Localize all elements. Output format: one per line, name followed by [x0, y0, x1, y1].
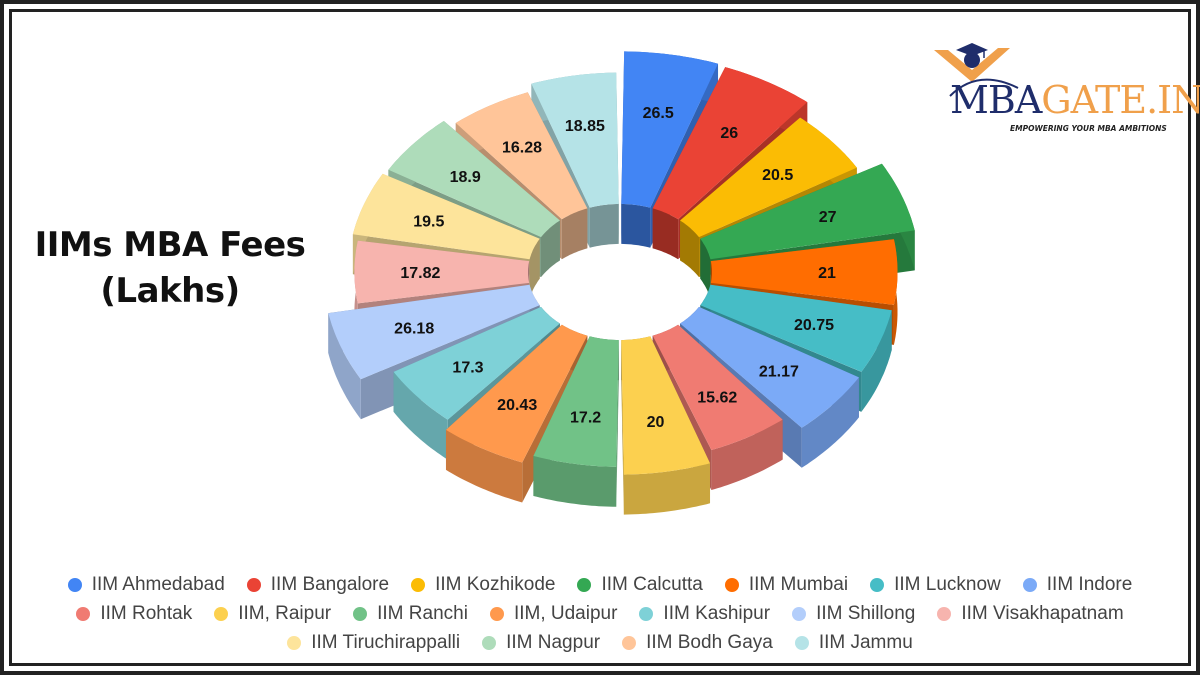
legend-color-dot-icon — [411, 577, 426, 592]
legend-label: IIM, Raipur — [238, 602, 332, 624]
legend-item[interactable]: IIM Bodh Gaya — [622, 632, 773, 654]
legend-color-dot-icon — [353, 606, 368, 621]
slice-value-label: 20 — [647, 414, 665, 431]
legend-label: IIM Bodh Gaya — [646, 631, 773, 653]
slice-value-label: 20.75 — [794, 317, 834, 334]
legend-row: IIM Rohtak IIM, Raipur IIM Ranchi IIM, Udai… — [40, 599, 1160, 628]
slice-value-label: 15.62 — [697, 390, 737, 407]
logo-mba-text: MBA — [950, 78, 1042, 122]
legend-item[interactable]: IIM Ahmedabad — [67, 573, 225, 596]
slice-value-label: 26.5 — [643, 105, 674, 122]
legend-label: IIM Ranchi — [377, 602, 468, 624]
slice-value-label: 21.17 — [759, 364, 799, 381]
donut-slice[interactable] — [533, 336, 619, 507]
legend-item[interactable]: IIM Mumbai — [724, 573, 849, 596]
graduate-cap-icon — [934, 43, 1019, 97]
legend-color-dot-icon — [67, 577, 82, 592]
chart-title-line2: (Lakhs) — [100, 271, 240, 311]
slice-value-label: 20.43 — [497, 397, 537, 414]
legend-color-dot-icon — [639, 606, 654, 621]
chart-title: IIMs MBA Fees (Lakhs) — [20, 222, 320, 314]
legend-color-dot-icon — [577, 577, 592, 592]
legend-color-dot-icon — [1022, 577, 1037, 592]
legend-color-dot-icon — [794, 635, 809, 650]
legend-color-dot-icon — [622, 635, 637, 650]
legend-color-dot-icon — [482, 635, 497, 650]
legend-item[interactable]: IIM, Raipur — [214, 603, 331, 625]
legend-label: IIM Kashipur — [663, 602, 771, 624]
legend-item[interactable]: IIM, Udaipur — [489, 602, 618, 625]
slice-value-label: 26.18 — [394, 320, 434, 337]
legend-color-dot-icon — [937, 606, 952, 621]
slice-value-label: 17.82 — [400, 265, 440, 282]
legend-item[interactable]: IIM Visakhapatnam — [937, 602, 1124, 625]
mbagate-logo: MBAGATE.IN EMPOWERING YOUR MBA AMBITIONS — [928, 38, 1200, 138]
slice-value-label: 26 — [720, 125, 738, 142]
legend-label: IIM Visakhapatnam — [961, 602, 1124, 624]
logo-wordmark: MBAGATE.IN — [950, 78, 1200, 122]
slice-value-label: 16.28 — [502, 139, 542, 156]
legend-label: IIM Lucknow — [894, 573, 1001, 595]
legend-item[interactable]: IIM Rohtak — [76, 603, 192, 625]
legend-item[interactable]: IIM Kashipur — [639, 603, 770, 625]
slice-value-label: 18.85 — [565, 118, 605, 135]
legend-item[interactable]: IIM Tiruchirappalli — [287, 632, 460, 654]
legend-label: IIM Shillong — [816, 602, 916, 624]
legend-item[interactable]: IIM Ranchi — [353, 603, 468, 625]
legend-row: IIM Ahmedabad IIM Bangalore IIM Kozhikode I… — [40, 570, 1160, 599]
slice-value-label: 21 — [818, 265, 836, 282]
legend-item[interactable]: IIM Nagpur — [482, 632, 600, 654]
legend-label: IIM Nagpur — [506, 631, 601, 653]
legend-color-dot-icon — [214, 606, 229, 621]
legend-row: IIM Tiruchirappalli IIM Nagpur IIM Bodh Ga… — [40, 628, 1160, 657]
legend-label: IIM Rohtak — [100, 602, 193, 624]
chart-legend: IIM Ahmedabad IIM Bangalore IIM Kozhikode I… — [40, 570, 1160, 657]
logo-gate-text: GATE.IN — [1041, 78, 1200, 122]
legend-label: IIM Ahmedabad — [91, 573, 225, 595]
legend-item[interactable]: IIM Indore — [1022, 573, 1133, 596]
legend-label: IIM, Udaipur — [513, 602, 618, 624]
legend-color-dot-icon — [246, 577, 261, 592]
legend-color-dot-icon — [870, 577, 885, 592]
legend-label: IIM Calcutta — [601, 573, 703, 595]
legend-color-dot-icon — [489, 606, 504, 621]
legend-label: IIM Jammu — [818, 631, 913, 653]
slice-value-label: 20.5 — [762, 167, 793, 184]
legend-item[interactable]: IIM Lucknow — [870, 574, 1001, 596]
slice-value-label: 19.5 — [413, 214, 444, 231]
slice-value-label: 27 — [819, 209, 837, 226]
legend-label: IIM Tiruchirappalli — [311, 631, 461, 653]
legend-label: IIM Kozhikode — [435, 573, 556, 595]
legend-item[interactable]: IIM Kozhikode — [411, 574, 555, 596]
legend-color-dot-icon — [724, 577, 739, 592]
slice-value-label: 18.9 — [450, 169, 481, 186]
logo-tagline: EMPOWERING YOUR MBA AMBITIONS — [1010, 124, 1167, 133]
legend-label: IIM Indore — [1046, 573, 1133, 595]
donut-slice[interactable] — [621, 336, 711, 515]
chart-title-line1: IIMs MBA Fees — [34, 225, 306, 265]
slice-value-label: 17.3 — [452, 359, 483, 376]
legend-color-dot-icon — [287, 635, 302, 650]
legend-item[interactable]: IIM Jammu — [794, 631, 913, 654]
slice-value-label: 17.2 — [570, 409, 601, 426]
legend-item[interactable]: IIM Calcutta — [577, 573, 703, 596]
legend-label: IIM Mumbai — [748, 573, 849, 595]
legend-color-dot-icon — [76, 606, 91, 621]
legend-color-dot-icon — [792, 606, 807, 621]
legend-label: IIM Bangalore — [270, 573, 390, 595]
legend-item[interactable]: IIM Bangalore — [246, 573, 390, 596]
legend-item[interactable]: IIM Shillong — [792, 603, 915, 625]
